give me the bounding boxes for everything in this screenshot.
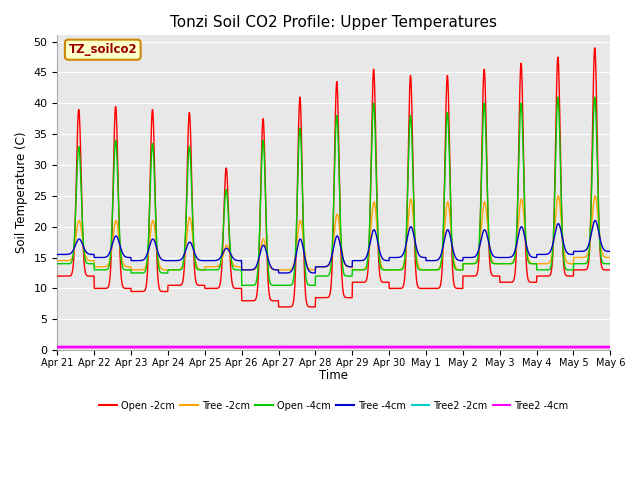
Y-axis label: Soil Temperature (C): Soil Temperature (C)	[15, 132, 28, 253]
Text: TZ_soilco2: TZ_soilco2	[68, 43, 137, 56]
X-axis label: Time: Time	[319, 369, 348, 382]
Legend: Open -2cm, Tree -2cm, Open -4cm, Tree -4cm, Tree2 -2cm, Tree2 -4cm: Open -2cm, Tree -2cm, Open -4cm, Tree -4…	[95, 397, 572, 415]
Title: Tonzi Soil CO2 Profile: Upper Temperatures: Tonzi Soil CO2 Profile: Upper Temperatur…	[170, 15, 497, 30]
